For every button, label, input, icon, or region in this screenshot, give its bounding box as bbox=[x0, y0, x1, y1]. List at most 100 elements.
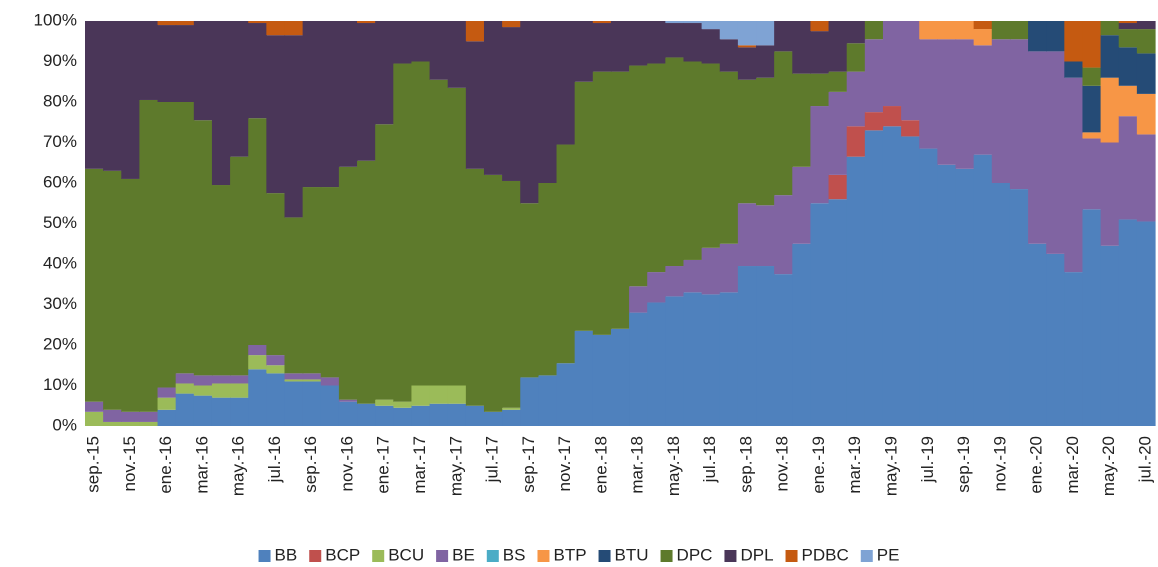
x-tick-label: ene.-20 bbox=[1027, 436, 1046, 494]
y-tick-label: 30% bbox=[43, 294, 77, 313]
area-segment bbox=[665, 23, 685, 58]
area-segment bbox=[592, 71, 612, 335]
legend-label: DPL bbox=[740, 545, 773, 564]
area-segment bbox=[556, 21, 576, 145]
area-segment bbox=[756, 205, 775, 267]
area-segment bbox=[375, 399, 394, 406]
area-segment bbox=[1136, 53, 1156, 94]
area-segment bbox=[1064, 77, 1084, 273]
area-segment bbox=[230, 21, 249, 157]
area-segment bbox=[737, 21, 757, 46]
area-segment bbox=[139, 421, 159, 426]
area-segment bbox=[175, 393, 195, 426]
area-segment bbox=[701, 247, 721, 295]
area-segment bbox=[701, 63, 721, 248]
area-segment bbox=[393, 401, 413, 408]
area-segment bbox=[538, 375, 558, 426]
legend-label: BCP bbox=[325, 545, 360, 564]
area-segment bbox=[230, 156, 249, 376]
area-segment bbox=[320, 187, 340, 378]
area-segment bbox=[955, 39, 975, 169]
area-segment bbox=[774, 21, 793, 52]
area-segment bbox=[266, 373, 286, 426]
area-segment bbox=[574, 81, 594, 331]
area-segment bbox=[357, 403, 376, 426]
area-segment bbox=[211, 375, 231, 384]
area-segment bbox=[375, 405, 394, 426]
x-tick-label: jul.-16 bbox=[265, 436, 284, 483]
area-segment bbox=[175, 373, 195, 384]
area-segment bbox=[629, 312, 648, 426]
area-segment bbox=[538, 21, 558, 183]
area-segment bbox=[737, 47, 757, 80]
area-segment bbox=[683, 21, 703, 24]
area-segment bbox=[937, 21, 957, 40]
area-segment bbox=[701, 21, 721, 30]
legend-swatch bbox=[486, 550, 499, 562]
area-segment bbox=[248, 355, 267, 370]
area-segment bbox=[846, 43, 866, 72]
area-segment bbox=[701, 29, 721, 64]
area-segment bbox=[411, 61, 431, 386]
x-tick-label: ene.-17 bbox=[374, 436, 393, 494]
area-segment bbox=[737, 266, 757, 426]
x-tick-label: mar.-17 bbox=[410, 436, 429, 494]
legend-swatch bbox=[598, 550, 611, 562]
x-tick-label: may.-20 bbox=[1099, 436, 1118, 496]
area-segment bbox=[357, 23, 376, 161]
area-segment bbox=[302, 379, 322, 382]
x-tick-label: mar.-19 bbox=[845, 436, 864, 494]
area-segment bbox=[574, 21, 594, 82]
area-segment bbox=[284, 217, 304, 374]
x-tick-label: may.-18 bbox=[664, 436, 683, 496]
area-segment bbox=[266, 193, 286, 356]
x-tick-label: mar.-20 bbox=[1063, 436, 1082, 494]
plot-area bbox=[85, 21, 1156, 427]
x-tick-label: ene.-19 bbox=[809, 436, 828, 494]
area-segment bbox=[756, 45, 775, 78]
area-segment bbox=[284, 373, 304, 380]
area-segment bbox=[429, 385, 449, 404]
area-segment bbox=[157, 25, 177, 102]
area-segment bbox=[792, 166, 812, 244]
y-tick-label: 60% bbox=[43, 172, 77, 191]
x-tick-label: sep.-16 bbox=[301, 436, 320, 493]
legend-swatch bbox=[537, 550, 550, 562]
area-segment bbox=[520, 21, 539, 204]
area-segment bbox=[139, 99, 159, 412]
y-tick-label: 40% bbox=[43, 253, 77, 272]
area-segment bbox=[230, 375, 249, 384]
area-segment bbox=[937, 164, 957, 426]
area-segment bbox=[393, 21, 413, 64]
area-segment bbox=[828, 174, 848, 200]
area-segment bbox=[1118, 21, 1138, 24]
area-segment bbox=[266, 355, 286, 366]
area-segment bbox=[193, 385, 213, 396]
area-segment bbox=[502, 21, 521, 28]
y-tick-label: 50% bbox=[43, 213, 77, 232]
area-segment bbox=[1064, 61, 1084, 78]
area-segment bbox=[756, 21, 775, 46]
area-segment bbox=[665, 57, 685, 267]
area-segment bbox=[882, 106, 902, 127]
area-segment bbox=[1028, 243, 1047, 426]
area-segment bbox=[683, 61, 703, 260]
area-segment bbox=[284, 379, 304, 382]
area-segment bbox=[719, 292, 739, 426]
area-segment bbox=[520, 377, 539, 426]
legend-swatch bbox=[724, 550, 737, 562]
area-segment bbox=[955, 21, 975, 40]
area-segment bbox=[248, 369, 267, 426]
area-segment bbox=[211, 397, 231, 426]
legend-label: BTP bbox=[553, 545, 586, 564]
area-segment bbox=[665, 21, 685, 24]
area-segment bbox=[647, 272, 666, 303]
area-segment bbox=[302, 187, 322, 374]
area-segment bbox=[919, 39, 938, 149]
area-segment bbox=[447, 87, 467, 386]
area-segment bbox=[810, 203, 830, 426]
area-segment bbox=[901, 120, 920, 137]
area-segment bbox=[502, 407, 521, 410]
area-segment bbox=[1100, 142, 1120, 246]
area-segment bbox=[139, 21, 159, 100]
